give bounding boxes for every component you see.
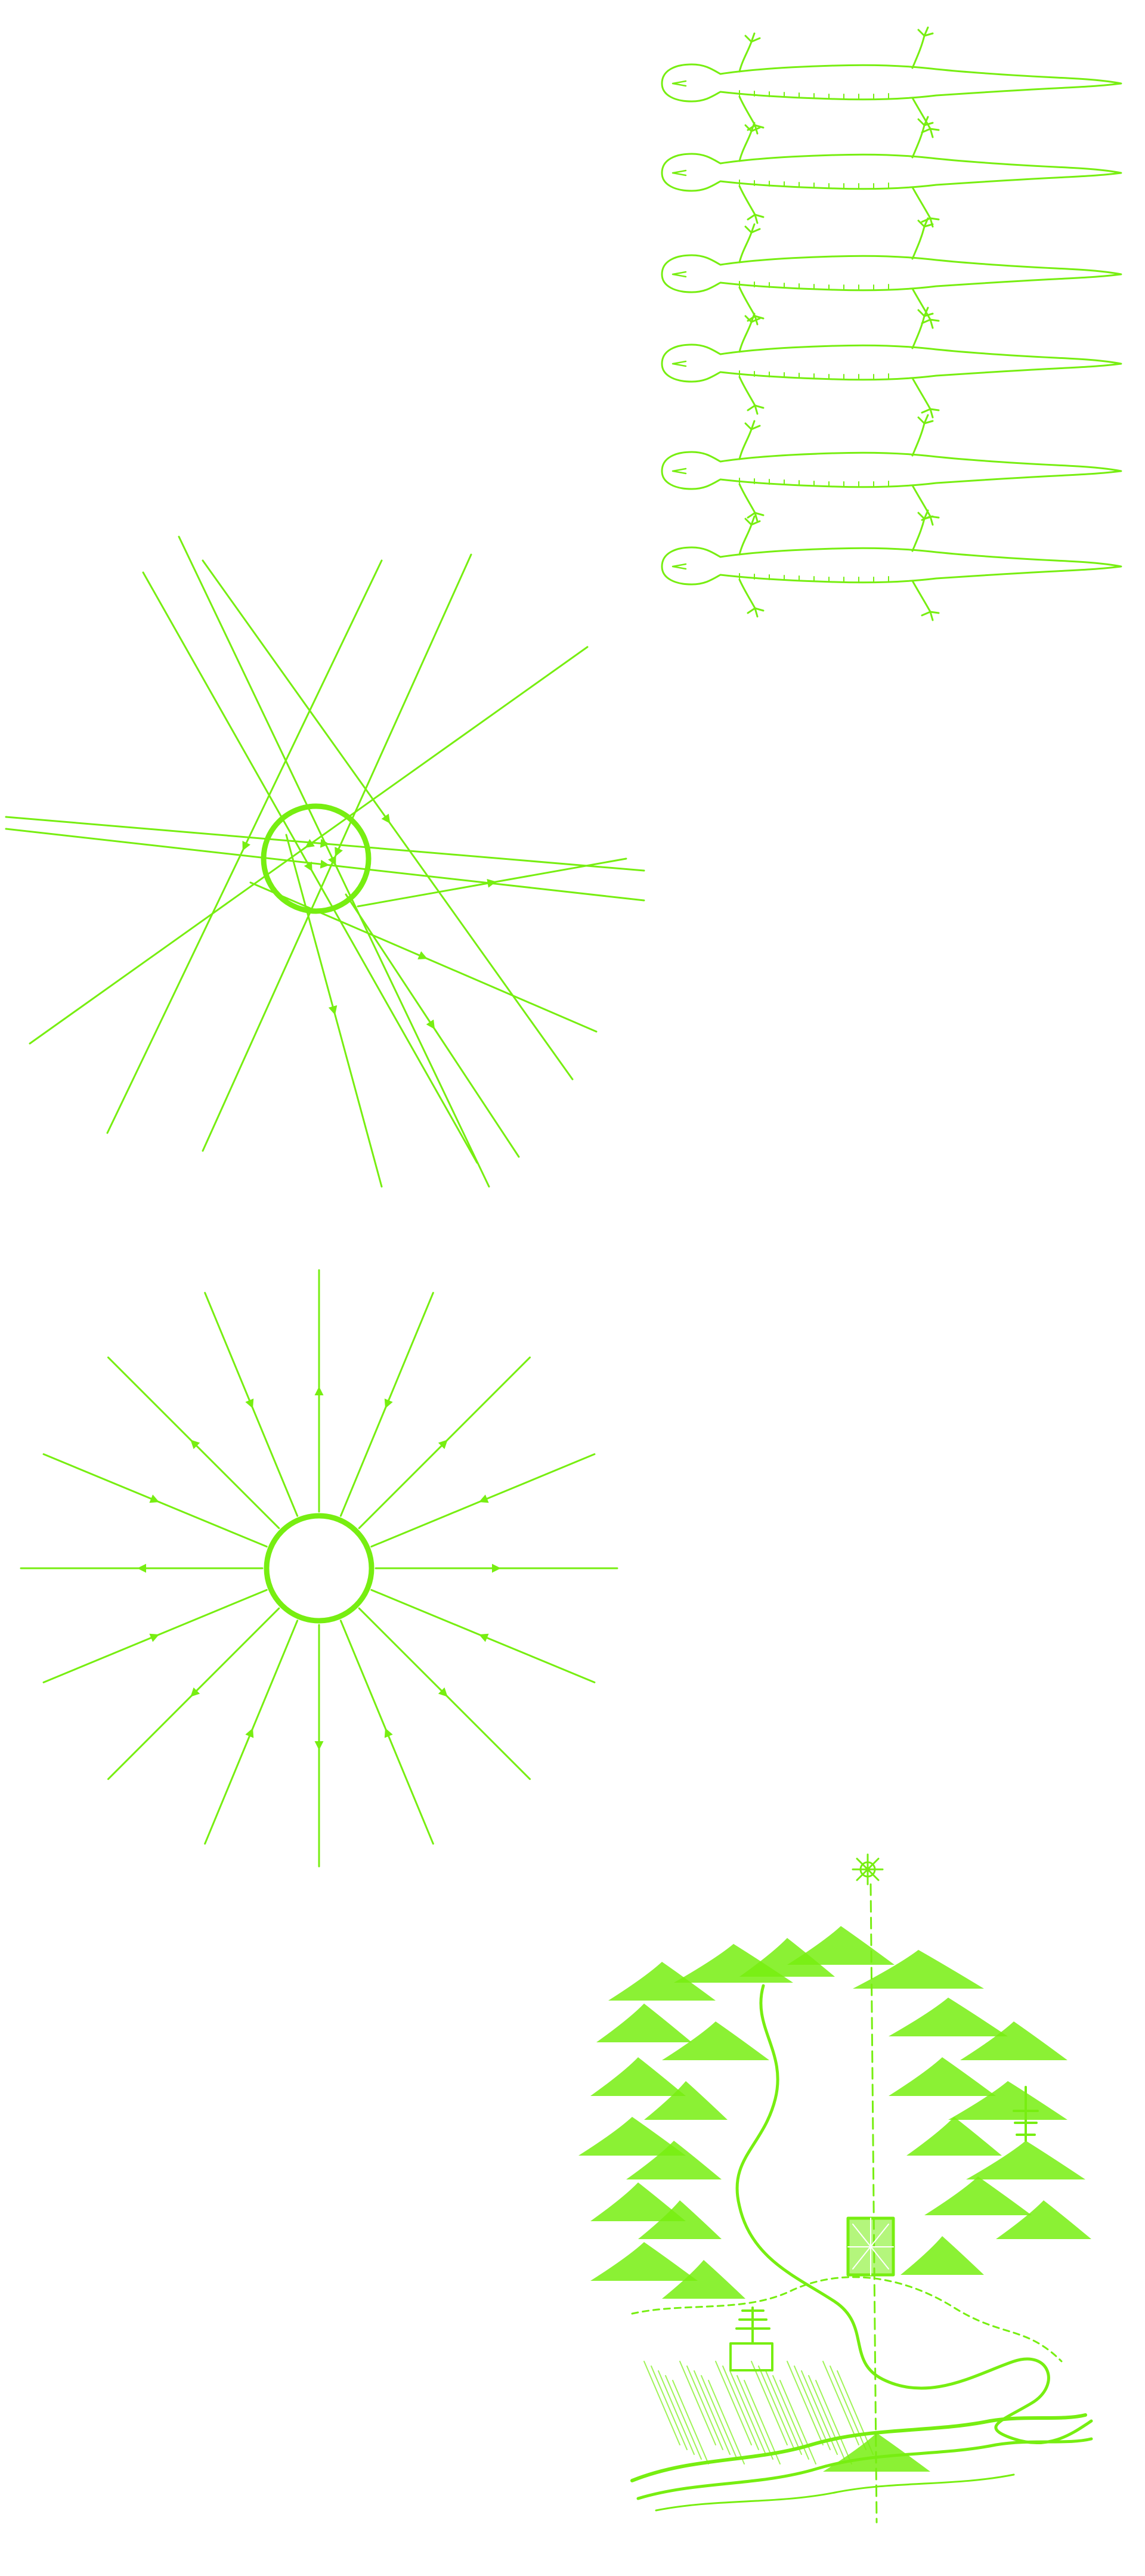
radial-sunburst <box>20 1269 618 1868</box>
scattered-ray-7 <box>5 816 645 872</box>
mountain-9 <box>960 2021 1067 2060</box>
summit-star-icon <box>852 1853 884 1885</box>
hatch-line <box>701 2375 738 2460</box>
mountain-5 <box>853 1950 984 1989</box>
scattered-ray-6 <box>29 646 589 1045</box>
hatch-line <box>837 2370 874 2455</box>
scattered-ray-2 <box>142 571 478 1164</box>
hatch-line <box>758 2366 795 2450</box>
mountain-19 <box>638 2200 722 2239</box>
mountain-24 <box>900 2236 984 2275</box>
scattered-ray-10 <box>249 881 598 1033</box>
hatch-line <box>744 2380 781 2464</box>
mountain-23 <box>662 2260 745 2299</box>
scattered-ray-12 <box>357 857 627 908</box>
hatch-line <box>822 2361 859 2445</box>
hatch-line <box>729 2370 766 2455</box>
hatch-line <box>658 2370 695 2455</box>
mountain-1 <box>608 1962 716 2001</box>
mountain-7 <box>662 2021 769 2060</box>
mountain-14 <box>578 2117 686 2156</box>
scattered-ray-8 <box>5 828 645 902</box>
mountain-21 <box>996 2200 1091 2239</box>
mountain-landscape-map <box>578 1853 1093 2524</box>
scattered-ray-11 <box>285 834 383 1188</box>
walled-city-icon <box>846 2216 895 2277</box>
radial-ray-7 <box>107 1607 280 1781</box>
salamander-5 <box>661 414 1122 526</box>
scattered-ray-1 <box>178 535 490 1188</box>
radial-ray-12 <box>204 1292 299 1517</box>
mountain-3 <box>739 1938 835 1977</box>
hatch-line <box>765 2370 802 2455</box>
radial-ray-14 <box>339 1292 434 1517</box>
scattered-ray-9 <box>345 893 520 1158</box>
salamander-3 <box>661 217 1122 329</box>
salamander-6 <box>661 509 1122 621</box>
scattered-ray-4 <box>106 559 383 1134</box>
scattered-ray-5 <box>202 553 472 1152</box>
radial-ray-2 <box>370 1589 596 1683</box>
mountain-20 <box>924 2176 1032 2215</box>
salamander-stack <box>661 26 1122 621</box>
salamander-1 <box>661 26 1122 138</box>
mountain-12 <box>889 2057 996 2096</box>
hatch-line <box>715 2361 752 2445</box>
hatch-line <box>679 2361 716 2445</box>
mountain-16 <box>906 2117 1002 2156</box>
hatch-line <box>708 2380 745 2464</box>
mountain-10 <box>590 2057 686 2096</box>
radial-ray-4 <box>339 1620 434 1845</box>
mountain-22 <box>590 2242 698 2281</box>
hatch-line <box>751 2361 788 2445</box>
vertical-axis-path <box>869 1883 878 2524</box>
scattered-ray-3 <box>202 559 574 1080</box>
hatch-line <box>772 2375 809 2460</box>
road-path <box>631 2276 1063 2363</box>
mountain-17 <box>966 2141 1085 2179</box>
hatch-line <box>722 2366 759 2450</box>
mountain-6 <box>596 2004 692 2042</box>
hatch-line <box>815 2380 852 2464</box>
mountain-11 <box>644 2081 728 2120</box>
hatch-line <box>643 2361 680 2445</box>
radial-ray-6 <box>204 1620 299 1845</box>
radial-core-circle <box>264 1513 375 1624</box>
scattered-core-circle <box>261 803 372 914</box>
hatch-line <box>787 2361 824 2445</box>
hatch-line <box>694 2370 731 2455</box>
hatch-line <box>651 2366 688 2450</box>
salamander-4 <box>661 306 1122 419</box>
wave-band <box>630 2413 1087 2482</box>
radial-ray-15 <box>358 1356 531 1530</box>
hatch-line <box>808 2375 845 2460</box>
hatch-line <box>665 2375 702 2460</box>
pagoda-right-icon <box>1013 2086 1039 2142</box>
pagoda-left-icon <box>729 2306 773 2371</box>
river-path <box>735 1984 1093 2445</box>
hatch-line <box>794 2366 831 2450</box>
radial-rays <box>20 1269 618 1868</box>
radial-ray-8 <box>42 1589 268 1683</box>
hatch-line <box>779 2380 816 2464</box>
radial-ray-10 <box>42 1453 268 1548</box>
scattered-sunburst <box>5 535 645 1188</box>
scattered-rays <box>5 535 645 1188</box>
mountain-8 <box>889 1998 1008 2036</box>
radial-ray-11 <box>107 1356 280 1530</box>
hatch-line <box>736 2375 773 2460</box>
salamander-2 <box>661 116 1122 228</box>
radial-ray-16 <box>370 1453 596 1548</box>
mountain-4 <box>787 1926 895 1965</box>
mountain-18 <box>590 2182 686 2221</box>
hatch-line <box>686 2366 723 2450</box>
hatch-line <box>672 2380 709 2464</box>
mountain-range <box>578 1926 1091 2472</box>
mountain-15 <box>626 2141 722 2179</box>
field-hatching <box>643 2361 874 2464</box>
radial-ray-3 <box>358 1607 531 1781</box>
